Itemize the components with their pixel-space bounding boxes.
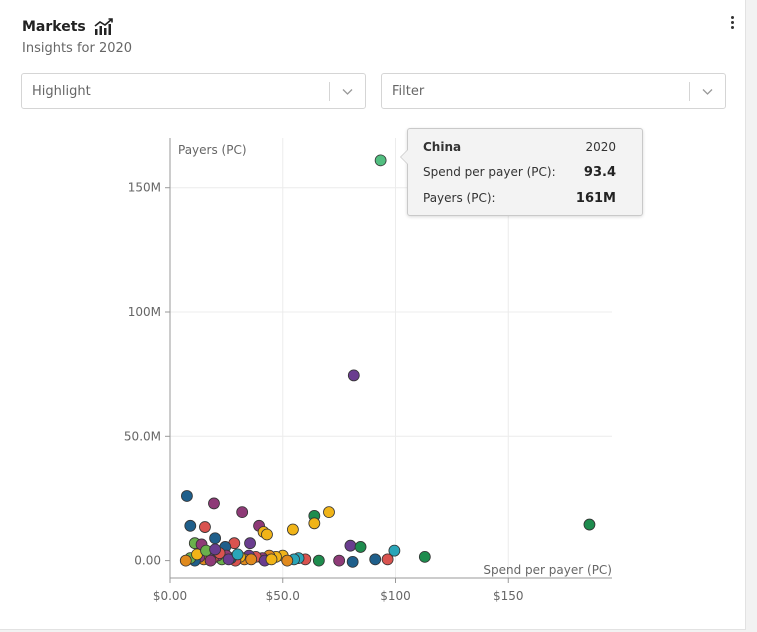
chart-icon: [94, 18, 113, 35]
tooltip-header: China 2020: [423, 140, 616, 154]
data-point: [333, 554, 346, 567]
data-point: [222, 553, 235, 566]
data-point: [204, 554, 217, 567]
more-options-button[interactable]: [725, 14, 739, 36]
data-point: [244, 537, 256, 550]
filter-select[interactable]: Filter: [381, 73, 726, 109]
data-point: [388, 544, 401, 557]
data-point: [265, 553, 278, 566]
data-point: [179, 554, 192, 567]
tooltip-payers-row: Payers (PC): 161M: [423, 191, 616, 206]
tooltip-year: 2020: [585, 140, 616, 154]
data-point: [346, 555, 359, 568]
data-point: [369, 553, 382, 566]
chevron-down-icon[interactable]: [701, 85, 714, 98]
filter-placeholder: Filter: [392, 84, 425, 99]
chevron-down-icon[interactable]: [341, 85, 354, 98]
data-point: [312, 554, 325, 567]
tooltip-country: China: [423, 140, 462, 154]
data-point: [184, 519, 197, 532]
x-tick-label: $0.00: [153, 589, 187, 603]
data-point: [181, 490, 193, 502]
title-row: Markets: [22, 18, 114, 36]
data-point: [418, 550, 431, 563]
data-point: [381, 553, 394, 566]
tooltip-payers-label: Payers (PC):: [423, 191, 496, 205]
vertical-dot: [730, 21, 734, 24]
x-tick-label: $50.0: [266, 589, 300, 603]
data-point: [583, 518, 596, 531]
highlight-placeholder: Highlight: [32, 84, 91, 99]
x-tick-label: $150: [493, 589, 524, 603]
data-point: [231, 548, 244, 561]
data-point: [308, 517, 321, 530]
tooltip-spend-row: Spend per payer (PC): 93.4: [423, 165, 616, 180]
data-point: [261, 528, 273, 541]
vertical-dot: [730, 26, 734, 29]
tooltip-spend-value: 93.4: [583, 165, 616, 180]
data-point: [287, 523, 299, 536]
x-tick-label: $100: [380, 589, 411, 603]
data-point: [199, 521, 211, 533]
tooltip-spend-label: Spend per payer (PC):: [423, 165, 556, 179]
tooltip-payers-value: 161M: [575, 191, 616, 206]
vertical-dots-icon: [730, 16, 734, 19]
data-point: [323, 506, 335, 519]
y-tick-label: 100M: [128, 305, 161, 319]
data-point: [347, 369, 360, 382]
highlight-select[interactable]: Highlight: [21, 73, 366, 109]
tooltip-arrow-inner: [401, 150, 408, 164]
data-point: [236, 506, 249, 519]
card-subtitle: Insights for 2020: [22, 41, 133, 56]
data-point: [374, 154, 387, 167]
y-tick-label: 50.0M: [124, 429, 161, 443]
data-point: [208, 497, 220, 510]
data-point: [281, 554, 294, 567]
tooltip: China 2020 Spend per payer (PC): 93.4 Pa…: [400, 128, 643, 216]
y-tick-label: 150M: [128, 181, 161, 195]
data-point: [354, 541, 367, 553]
data-point: [245, 553, 258, 566]
x-axis-title: Spend per payer (PC): [483, 563, 612, 577]
y-tick-label: 0.00: [134, 554, 161, 568]
select-separator: [329, 82, 330, 101]
data-point: [209, 532, 222, 545]
data-point: [209, 543, 222, 556]
card-title: Markets: [22, 19, 86, 35]
select-separator: [689, 82, 690, 101]
y-axis-title: Payers (PC): [178, 143, 247, 157]
data-point: [344, 539, 357, 552]
